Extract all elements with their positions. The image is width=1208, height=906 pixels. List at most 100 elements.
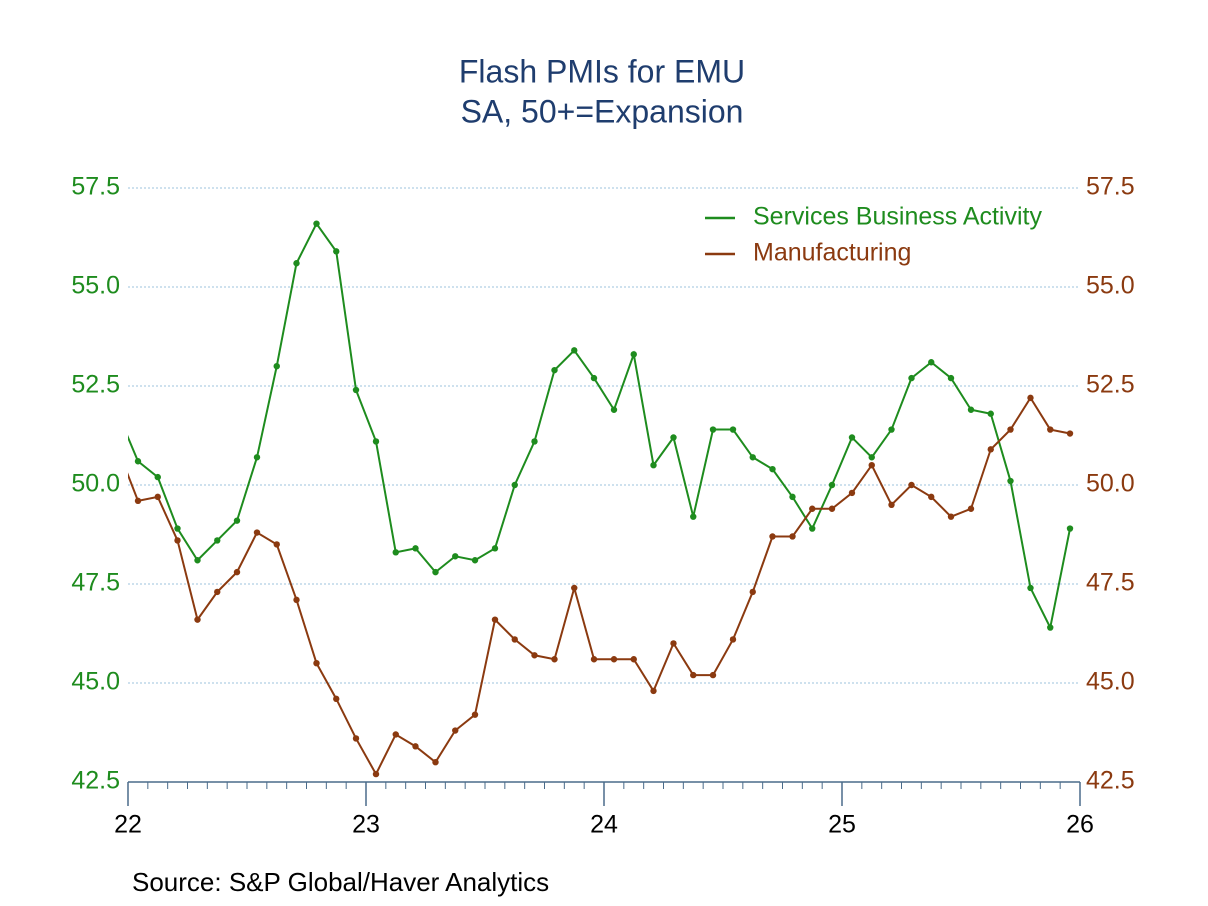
series-point <box>908 481 915 489</box>
series-point <box>233 568 241 576</box>
series-point <box>888 501 895 508</box>
legend-label: Services Business Activity <box>753 203 1042 231</box>
series-point <box>1047 624 1054 631</box>
series-point <box>1066 430 1074 437</box>
series-point <box>452 553 459 560</box>
series-point <box>253 529 261 536</box>
series-point <box>967 505 975 512</box>
series-point <box>392 549 399 556</box>
chart-subtitle: SA, 50+=Expansion <box>461 93 744 129</box>
series-point <box>729 426 737 433</box>
y-tick-label: 47.5 <box>71 569 120 597</box>
series-point <box>888 426 895 433</box>
series-point <box>531 438 538 445</box>
source-note: Source: S&P Global/Haver Analytics <box>132 867 549 897</box>
series-point <box>174 525 181 532</box>
series-point <box>690 513 697 520</box>
series-point <box>630 351 637 358</box>
series-point <box>789 493 796 501</box>
series-point <box>134 497 142 505</box>
y-tick-label: 45.0 <box>71 668 120 696</box>
series-point <box>967 406 975 413</box>
series-point <box>809 525 816 532</box>
series-point <box>828 505 836 512</box>
series-point <box>491 545 499 552</box>
x-tick-label: 23 <box>352 811 380 839</box>
series-point <box>333 695 340 703</box>
series-line <box>128 221 1071 631</box>
series-point <box>848 489 856 497</box>
x-tick-label: 25 <box>828 811 856 839</box>
series-point <box>273 541 280 548</box>
series-point <box>749 588 756 596</box>
series-point <box>690 671 697 679</box>
chart-title: Flash PMIs for EMU <box>459 53 745 89</box>
series-point <box>412 743 419 750</box>
series-point <box>352 735 360 742</box>
series-point <box>769 533 776 540</box>
plot <box>115 220 1074 778</box>
series-point <box>769 465 776 473</box>
y2-tick-label: 55.0 <box>1086 272 1135 300</box>
series-point <box>531 652 538 659</box>
series-point <box>115 446 121 452</box>
legend-label: Manufacturing <box>753 239 911 267</box>
series-point <box>352 386 360 394</box>
y2-tick-label: 52.5 <box>1086 371 1135 399</box>
series-point <box>868 462 875 469</box>
y2-tick-label: 50.0 <box>1086 470 1135 498</box>
series-point <box>650 462 657 469</box>
series-point <box>551 366 558 374</box>
y2-tick-label: 57.5 <box>1086 173 1135 201</box>
series-point <box>809 505 816 512</box>
series-point <box>412 545 419 552</box>
series-point <box>432 759 439 766</box>
x-tick-label: 22 <box>114 811 142 839</box>
series-point <box>610 656 618 663</box>
series-point <box>1027 394 1034 402</box>
series-point <box>372 438 380 445</box>
series-point <box>214 537 221 544</box>
series-point <box>511 636 518 643</box>
series-point <box>194 557 201 564</box>
y2-tick-label: 45.0 <box>1086 668 1135 696</box>
series-point <box>293 260 300 267</box>
series-point <box>987 446 994 453</box>
series-line <box>128 395 1071 777</box>
series-point <box>253 454 261 461</box>
series-point <box>293 596 300 604</box>
y-tick-label: 50.0 <box>71 470 120 498</box>
series-point <box>1066 525 1074 532</box>
series-point <box>947 374 955 382</box>
series-point <box>115 411 121 417</box>
y-tick-label: 57.5 <box>71 173 120 201</box>
series-point <box>491 616 499 623</box>
series-point <box>610 406 618 413</box>
series-point <box>729 636 737 643</box>
y2-tick-label: 42.5 <box>1086 767 1135 795</box>
series-point <box>749 454 756 461</box>
x-tick-label: 26 <box>1066 811 1094 839</box>
series-point <box>392 731 399 738</box>
series-point <box>194 616 201 623</box>
series-point <box>511 481 518 489</box>
series-point <box>1047 426 1054 433</box>
series-point <box>828 481 836 489</box>
series-point <box>571 584 578 592</box>
series-point <box>650 687 657 695</box>
series-point <box>372 770 380 778</box>
series-point <box>1007 426 1014 433</box>
series-point <box>313 660 320 667</box>
series-point <box>670 640 677 647</box>
y-tick-label: 55.0 <box>71 272 120 300</box>
y2-tick-label: 47.5 <box>1086 569 1135 597</box>
series-point <box>630 656 637 663</box>
series-point <box>154 473 161 481</box>
series-point <box>174 537 181 544</box>
series-point <box>590 374 598 382</box>
series-point <box>1027 584 1034 592</box>
series-point <box>273 363 280 370</box>
y-tick-label: 52.5 <box>71 371 120 399</box>
series-point <box>709 426 717 433</box>
